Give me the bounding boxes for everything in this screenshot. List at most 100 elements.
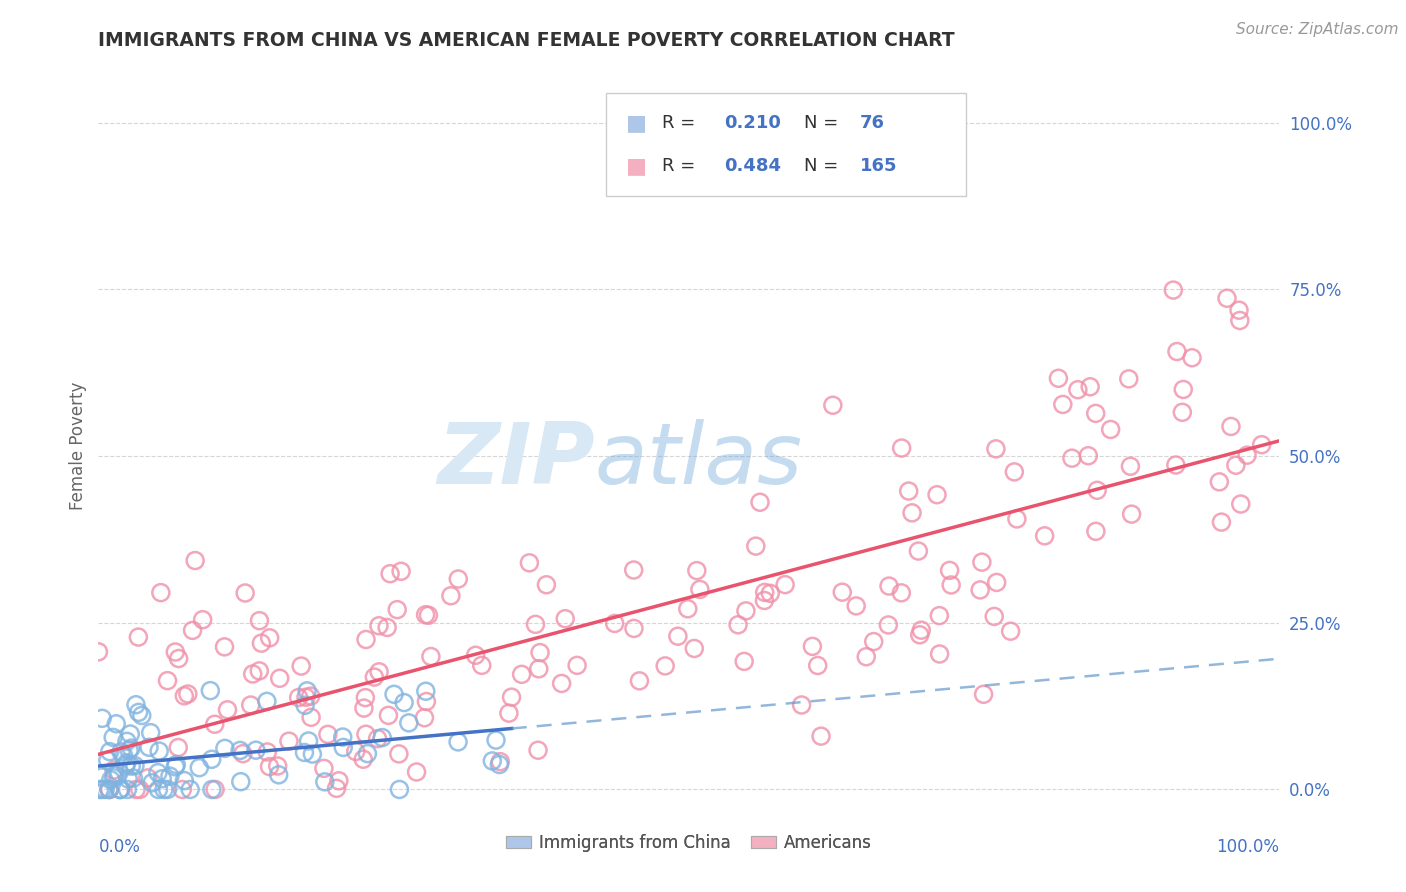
Point bbox=[527, 662, 550, 676]
Point bbox=[877, 579, 900, 593]
Point bbox=[125, 698, 148, 712]
Point bbox=[1163, 283, 1185, 297]
Point bbox=[103, 763, 125, 777]
Point bbox=[1227, 303, 1250, 318]
Point bbox=[136, 771, 159, 785]
Text: 76: 76 bbox=[860, 114, 886, 132]
Point bbox=[1099, 422, 1122, 436]
Point bbox=[1084, 406, 1107, 420]
Point bbox=[184, 553, 207, 567]
Point bbox=[1060, 451, 1083, 466]
Point bbox=[332, 740, 354, 755]
Point bbox=[242, 667, 264, 681]
Point bbox=[245, 743, 267, 757]
Point bbox=[89, 782, 111, 797]
Point bbox=[141, 776, 163, 790]
Point bbox=[603, 616, 626, 631]
Point bbox=[332, 730, 354, 744]
Point bbox=[855, 649, 877, 664]
Legend: Immigrants from China, Americans: Immigrants from China, Americans bbox=[499, 828, 879, 859]
Point bbox=[375, 620, 398, 634]
Point bbox=[387, 602, 409, 616]
Text: 0.210: 0.210 bbox=[724, 114, 782, 132]
Point bbox=[862, 634, 884, 648]
Point bbox=[973, 687, 995, 701]
Point bbox=[356, 747, 378, 761]
Point bbox=[686, 564, 709, 578]
Point bbox=[1181, 351, 1204, 365]
Point bbox=[1005, 512, 1028, 526]
Point bbox=[984, 442, 1007, 456]
Point bbox=[229, 743, 252, 757]
Point bbox=[112, 748, 135, 763]
Point bbox=[471, 658, 494, 673]
Point bbox=[200, 683, 222, 698]
Text: 0.0%: 0.0% bbox=[98, 838, 141, 856]
Point bbox=[1119, 459, 1142, 474]
Point bbox=[1229, 497, 1251, 511]
Text: N =: N = bbox=[803, 114, 844, 132]
Point bbox=[877, 618, 900, 632]
Point bbox=[405, 764, 427, 779]
Point bbox=[115, 734, 138, 748]
Point bbox=[481, 754, 503, 768]
Point bbox=[299, 689, 322, 703]
Point bbox=[177, 687, 200, 701]
Point bbox=[90, 770, 112, 784]
Point bbox=[969, 582, 991, 597]
Point bbox=[1067, 383, 1090, 397]
Point bbox=[128, 706, 150, 720]
Point bbox=[928, 647, 950, 661]
Point bbox=[249, 614, 271, 628]
Point bbox=[897, 484, 920, 499]
Point bbox=[801, 640, 824, 654]
Point bbox=[354, 727, 377, 741]
Point bbox=[103, 768, 125, 782]
Point bbox=[666, 629, 689, 643]
Point bbox=[908, 628, 931, 642]
Point bbox=[735, 604, 758, 618]
Point bbox=[524, 617, 547, 632]
Point bbox=[415, 694, 437, 708]
Point bbox=[204, 717, 226, 731]
Point bbox=[392, 696, 415, 710]
Point bbox=[267, 768, 290, 782]
Point bbox=[150, 772, 173, 786]
Point bbox=[156, 782, 179, 797]
Point bbox=[683, 641, 706, 656]
Point bbox=[120, 727, 142, 741]
Point bbox=[259, 631, 281, 645]
Point bbox=[250, 636, 273, 650]
Point bbox=[928, 608, 950, 623]
Point bbox=[554, 612, 576, 626]
Point bbox=[179, 782, 201, 797]
Point bbox=[299, 710, 322, 724]
Point bbox=[754, 585, 776, 599]
Point bbox=[464, 648, 486, 663]
Point bbox=[125, 782, 148, 797]
Point bbox=[367, 731, 389, 746]
Text: ZIP: ZIP bbox=[437, 418, 595, 502]
Point bbox=[233, 586, 256, 600]
Point bbox=[759, 586, 782, 600]
Text: 100.0%: 100.0% bbox=[1216, 838, 1279, 856]
Point bbox=[124, 758, 146, 772]
Point bbox=[388, 747, 411, 761]
Point bbox=[103, 731, 125, 745]
Point bbox=[1208, 475, 1230, 489]
Point bbox=[314, 775, 336, 789]
Text: 165: 165 bbox=[860, 157, 897, 175]
Point bbox=[214, 640, 236, 654]
Point bbox=[149, 585, 172, 599]
Point bbox=[98, 782, 121, 797]
Point bbox=[773, 577, 796, 591]
Point bbox=[810, 729, 832, 743]
Text: 0.484: 0.484 bbox=[724, 157, 782, 175]
Point bbox=[1002, 465, 1025, 479]
Point bbox=[167, 740, 190, 755]
Point bbox=[214, 741, 236, 756]
Point bbox=[115, 756, 138, 770]
Point bbox=[118, 743, 141, 757]
Point bbox=[1173, 383, 1195, 397]
Point bbox=[316, 727, 339, 741]
